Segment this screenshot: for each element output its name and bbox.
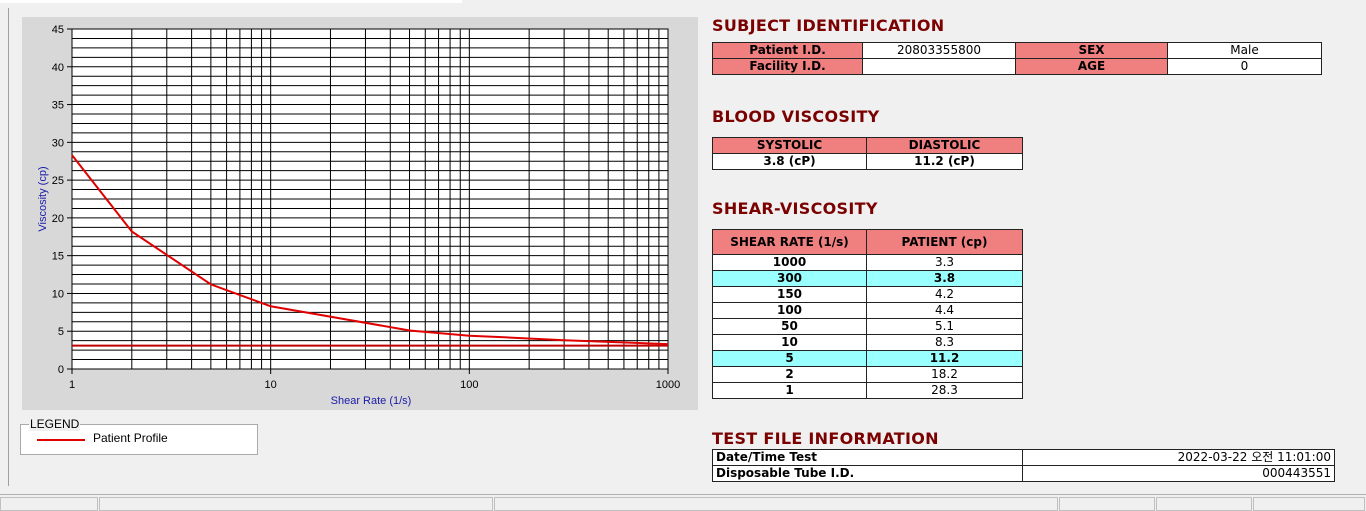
y-axis-title: Viscosity (cp) <box>37 166 49 231</box>
value-cell <box>862 58 1016 75</box>
y-tick-label: 20 <box>52 213 64 225</box>
shear-rate-cell: 5 <box>712 350 867 367</box>
x-tick-label: 10 <box>265 379 277 391</box>
value-cell: 000443551 <box>1022 465 1335 482</box>
label-cell: Disposable Tube I.D. <box>712 465 1023 482</box>
row: SYSTOLIC DIASTOLIC <box>712 137 1023 154</box>
status-bar <box>0 494 1366 511</box>
subject-table: Patient I.D. 20803355800 SEX Male Facili… <box>712 42 1322 75</box>
row: Date/Time Test 2022-03-22 오전 11:01:00 <box>712 449 1335 466</box>
legend-swatch <box>37 439 85 441</box>
section-title: TEST FILE INFORMATION <box>712 429 939 448</box>
status-pane <box>1059 497 1155 511</box>
shear-rate-cell: 150 <box>712 286 867 303</box>
row: Facility I.D. AGE 0 <box>712 58 1322 75</box>
value-cell: 2022-03-22 오전 11:01:00 <box>1022 449 1335 466</box>
shear-rate-cell: 10 <box>712 334 867 351</box>
viscosity-cell: 5.1 <box>866 318 1023 335</box>
status-pane <box>0 497 98 511</box>
row: Disposable Tube I.D. 000443551 <box>712 465 1335 482</box>
chart: Viscosity (cp) Shear Rate (1/s) 0 5 10 15 20… <box>22 17 698 410</box>
x-tick-label: 1 <box>69 379 75 391</box>
section-title: SUBJECT IDENTIFICATION <box>712 16 945 35</box>
y-tick-label: 0 <box>58 364 64 376</box>
y-tick-label: 10 <box>52 288 64 300</box>
y-tick-label: 25 <box>52 175 64 187</box>
y-tick-label: 40 <box>52 62 64 74</box>
label-cell: Facility I.D. <box>712 58 863 75</box>
value-cell: 20803355800 <box>862 42 1016 59</box>
section-title: SHEAR-VISCOSITY <box>712 199 878 218</box>
x-axis-title: Shear Rate (1/s) <box>331 395 412 407</box>
header-cell: DIASTOLIC <box>866 137 1023 154</box>
status-pane <box>1156 497 1252 511</box>
row: 100 4.4 <box>712 302 1023 319</box>
row: 150 4.2 <box>712 286 1023 303</box>
row: 1000 3.3 <box>712 254 1023 271</box>
row: SHEAR RATE (1/s) PATIENT (cp) <box>712 229 1023 255</box>
plot-border <box>71 28 669 370</box>
status-pane <box>99 497 493 511</box>
shear-rate-cell: 2 <box>712 366 867 383</box>
section-title: BLOOD VISCOSITY <box>712 107 880 126</box>
row: 300 3.8 <box>712 270 1023 287</box>
test-file-table: Date/Time Test 2022-03-22 오전 11:01:00 Di… <box>712 449 1335 482</box>
legend: LEGEND Patient Profile <box>20 417 258 455</box>
shear-rate-cell: 300 <box>712 270 867 287</box>
label-cell: AGE <box>1015 58 1168 75</box>
value-cell: Male <box>1167 42 1322 59</box>
value-cell: 0 <box>1167 58 1322 75</box>
viscosity-cell: 18.2 <box>866 366 1023 383</box>
legend-title: LEGEND <box>29 417 81 431</box>
row: 50 5.1 <box>712 318 1023 335</box>
row: 1 28.3 <box>712 382 1023 399</box>
shear-rate-cell: 1 <box>712 382 867 399</box>
y-tick-label: 45 <box>52 24 64 36</box>
viscosity-cell: 11.2 <box>866 350 1023 367</box>
y-tick-label: 30 <box>52 137 64 149</box>
value-cell: 11.2 (cP) <box>866 153 1023 170</box>
viscosity-cell: 8.3 <box>866 334 1023 351</box>
status-pane <box>1253 497 1365 511</box>
x-tick-label: 1000 <box>656 379 680 391</box>
top-tab <box>0 0 462 3</box>
shear-rate-cell: 1000 <box>712 254 867 271</box>
row: 5 11.2 <box>712 350 1023 367</box>
frame-line <box>8 8 9 486</box>
shear-rate-cell: 50 <box>712 318 867 335</box>
shear-viscosity-table: SHEAR RATE (1/s) PATIENT (cp) 1000 3.3 300… <box>712 229 1023 399</box>
viscosity-cell: 28.3 <box>866 382 1023 399</box>
row: 10 8.3 <box>712 334 1023 351</box>
y-tick-label: 35 <box>52 100 64 112</box>
row: Patient I.D. 20803355800 SEX Male <box>712 42 1322 59</box>
blood-viscosity-table: SYSTOLIC DIASTOLIC 3.8 (cP) 11.2 (cP) <box>712 137 1023 170</box>
value-cell: 3.8 (cP) <box>712 153 867 170</box>
y-tick-label: 5 <box>58 326 64 338</box>
header-cell: PATIENT (cp) <box>866 229 1023 255</box>
label-cell: Patient I.D. <box>712 42 863 59</box>
y-tick-label: 15 <box>52 251 64 263</box>
row: 3.8 (cP) 11.2 (cP) <box>712 153 1023 170</box>
row: 2 18.2 <box>712 366 1023 383</box>
shear-rate-cell: 100 <box>712 302 867 319</box>
label-cell: SEX <box>1015 42 1168 59</box>
x-tick-label: 100 <box>460 379 478 391</box>
legend-label: Patient Profile <box>93 431 168 445</box>
header-cell: SYSTOLIC <box>712 137 867 154</box>
status-pane <box>494 497 1058 511</box>
viscosity-cell: 3.8 <box>866 270 1023 287</box>
viscosity-cell: 4.4 <box>866 302 1023 319</box>
label-cell: Date/Time Test <box>712 449 1023 466</box>
viscosity-cell: 3.3 <box>866 254 1023 271</box>
viscosity-cell: 4.2 <box>866 286 1023 303</box>
data-line <box>71 154 669 346</box>
header-cell: SHEAR RATE (1/s) <box>712 229 867 255</box>
